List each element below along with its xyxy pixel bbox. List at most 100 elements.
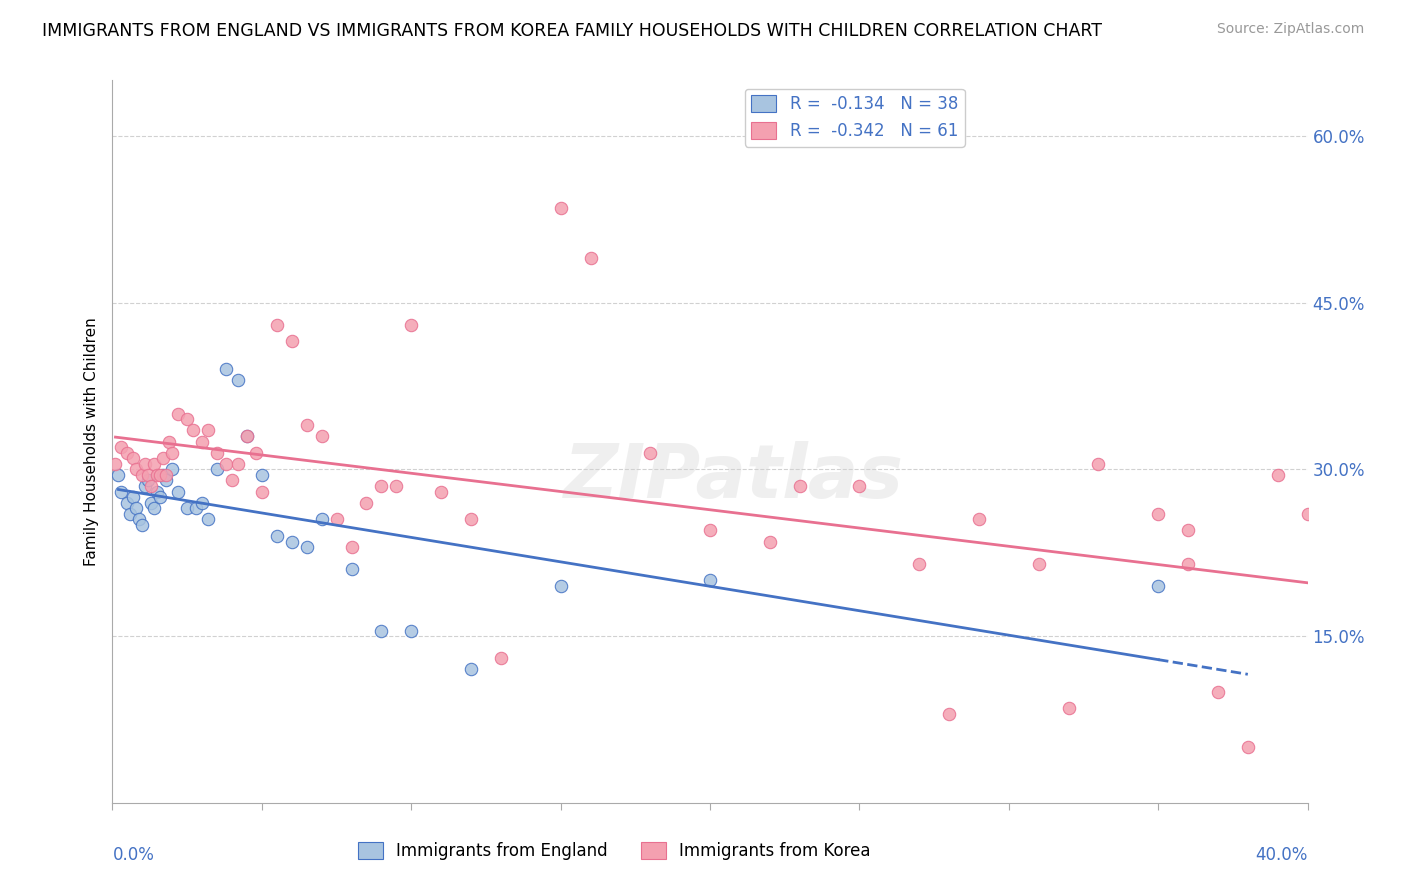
Point <box>143 501 166 516</box>
Point <box>205 445 228 459</box>
Point <box>759 534 782 549</box>
Point <box>125 462 148 476</box>
Point <box>197 424 219 438</box>
Text: Source: ZipAtlas.com: Source: ZipAtlas.com <box>1216 22 1364 37</box>
Point <box>162 462 183 476</box>
Point <box>143 457 166 471</box>
Point <box>236 429 259 443</box>
Point <box>205 462 228 476</box>
Point <box>385 479 408 493</box>
Point <box>1057 701 1080 715</box>
Point <box>1028 557 1050 571</box>
Point <box>146 484 169 499</box>
Point <box>266 529 288 543</box>
Point <box>250 467 273 482</box>
Point <box>281 534 304 549</box>
Point <box>149 467 172 482</box>
Point <box>134 457 156 471</box>
Point <box>460 662 482 676</box>
Point <box>146 467 169 482</box>
Point <box>186 501 208 516</box>
Text: 0.0%: 0.0% <box>112 847 155 864</box>
Point <box>149 490 172 504</box>
Point <box>340 562 363 576</box>
Point <box>215 362 238 376</box>
Point <box>579 251 602 265</box>
Point <box>120 507 142 521</box>
Point <box>281 334 304 349</box>
Point <box>138 467 160 482</box>
Point <box>122 451 145 466</box>
Point <box>430 484 453 499</box>
Point <box>107 467 129 482</box>
Point <box>295 540 318 554</box>
Point <box>221 474 243 488</box>
Point <box>122 490 145 504</box>
Point <box>131 467 153 482</box>
Point <box>325 512 347 526</box>
Y-axis label: Family Households with Children: Family Households with Children <box>83 318 98 566</box>
Point <box>128 512 150 526</box>
Point <box>266 318 288 332</box>
Text: IMMIGRANTS FROM ENGLAND VS IMMIGRANTS FROM KOREA FAMILY HOUSEHOLDS WITH CHILDREN: IMMIGRANTS FROM ENGLAND VS IMMIGRANTS FR… <box>42 22 1102 40</box>
Point <box>141 496 163 510</box>
Point <box>155 467 177 482</box>
Text: ZIPatlas: ZIPatlas <box>564 442 904 514</box>
Point <box>1177 524 1199 538</box>
Point <box>938 706 960 721</box>
Point <box>167 407 190 421</box>
Point <box>848 479 870 493</box>
Point <box>110 440 132 454</box>
Point <box>1296 507 1319 521</box>
Point <box>152 451 174 466</box>
Point <box>245 445 267 459</box>
Point <box>1147 507 1170 521</box>
Point <box>401 624 423 638</box>
Point <box>104 457 127 471</box>
Point <box>226 373 249 387</box>
Legend: Immigrants from England, Immigrants from Korea: Immigrants from England, Immigrants from… <box>352 835 877 867</box>
Point <box>295 417 318 432</box>
Point <box>134 479 156 493</box>
Point <box>181 424 204 438</box>
Point <box>1087 457 1109 471</box>
Point <box>967 512 990 526</box>
Point <box>370 479 392 493</box>
Point <box>167 484 190 499</box>
Point <box>489 651 512 665</box>
Point <box>370 624 392 638</box>
Point <box>131 517 153 532</box>
Point <box>340 540 363 554</box>
Point <box>138 474 160 488</box>
Point <box>117 496 139 510</box>
Point <box>110 484 132 499</box>
Point <box>908 557 931 571</box>
Point <box>197 512 219 526</box>
Point <box>1147 579 1170 593</box>
Point <box>311 429 333 443</box>
Point <box>162 445 183 459</box>
Point <box>789 479 811 493</box>
Point <box>1267 467 1289 482</box>
Point <box>157 434 180 449</box>
Point <box>1237 740 1260 755</box>
Point <box>236 429 259 443</box>
Point <box>699 574 721 588</box>
Point <box>1206 684 1229 698</box>
Point <box>699 524 721 538</box>
Point <box>250 484 273 499</box>
Point <box>176 412 198 426</box>
Point <box>152 467 174 482</box>
Point <box>215 457 238 471</box>
Point <box>191 496 214 510</box>
Point <box>125 501 148 516</box>
Point <box>311 512 333 526</box>
Point <box>550 201 572 215</box>
Text: 40.0%: 40.0% <box>1256 847 1308 864</box>
Point <box>141 479 163 493</box>
Point <box>155 474 177 488</box>
Point <box>460 512 482 526</box>
Point <box>226 457 249 471</box>
Point <box>176 501 198 516</box>
Point <box>1177 557 1199 571</box>
